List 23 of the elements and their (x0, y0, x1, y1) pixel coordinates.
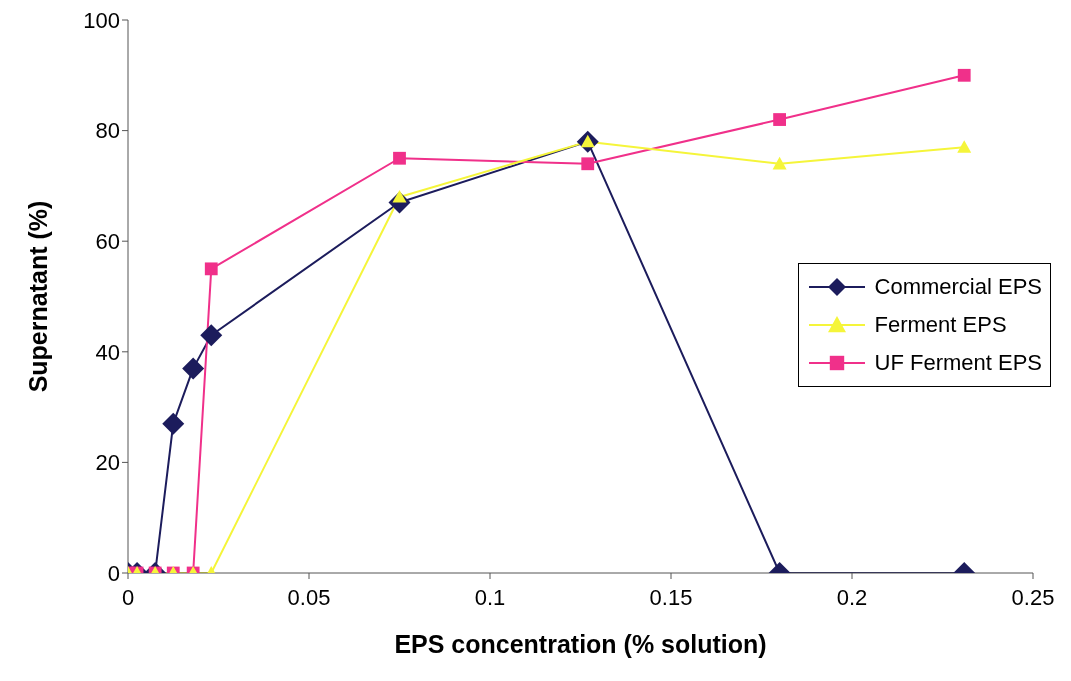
y-tick-label: 80 (95, 118, 120, 144)
y-tick-label: 60 (95, 229, 120, 255)
x-tick-label: 0.05 (287, 584, 331, 610)
x-tick-label: 0.25 (1011, 584, 1055, 610)
x-axis-title: EPS concentration (% solution) (394, 630, 767, 658)
point (204, 262, 218, 276)
point (581, 157, 595, 171)
y-tick-label: 20 (95, 450, 120, 476)
point (957, 68, 971, 82)
point (772, 156, 787, 170)
legend-label: Commercial EPS (874, 274, 1042, 300)
y-tick-label: 0 (107, 560, 120, 586)
y-axis-title: Supernatant (%) (23, 200, 52, 393)
x-tick-label: 0.15 (649, 584, 693, 610)
legend-label: UF Ferment EPS (874, 350, 1042, 376)
legend-label: Ferment EPS (874, 312, 1007, 338)
point (393, 151, 406, 165)
x-tick-label: 0.2 (836, 584, 868, 610)
y-tick-label: 100 (83, 7, 120, 33)
x-tick-label: 0.1 (474, 584, 506, 610)
point (773, 113, 786, 126)
point (957, 140, 972, 153)
y-tick-label: 40 (95, 339, 120, 365)
